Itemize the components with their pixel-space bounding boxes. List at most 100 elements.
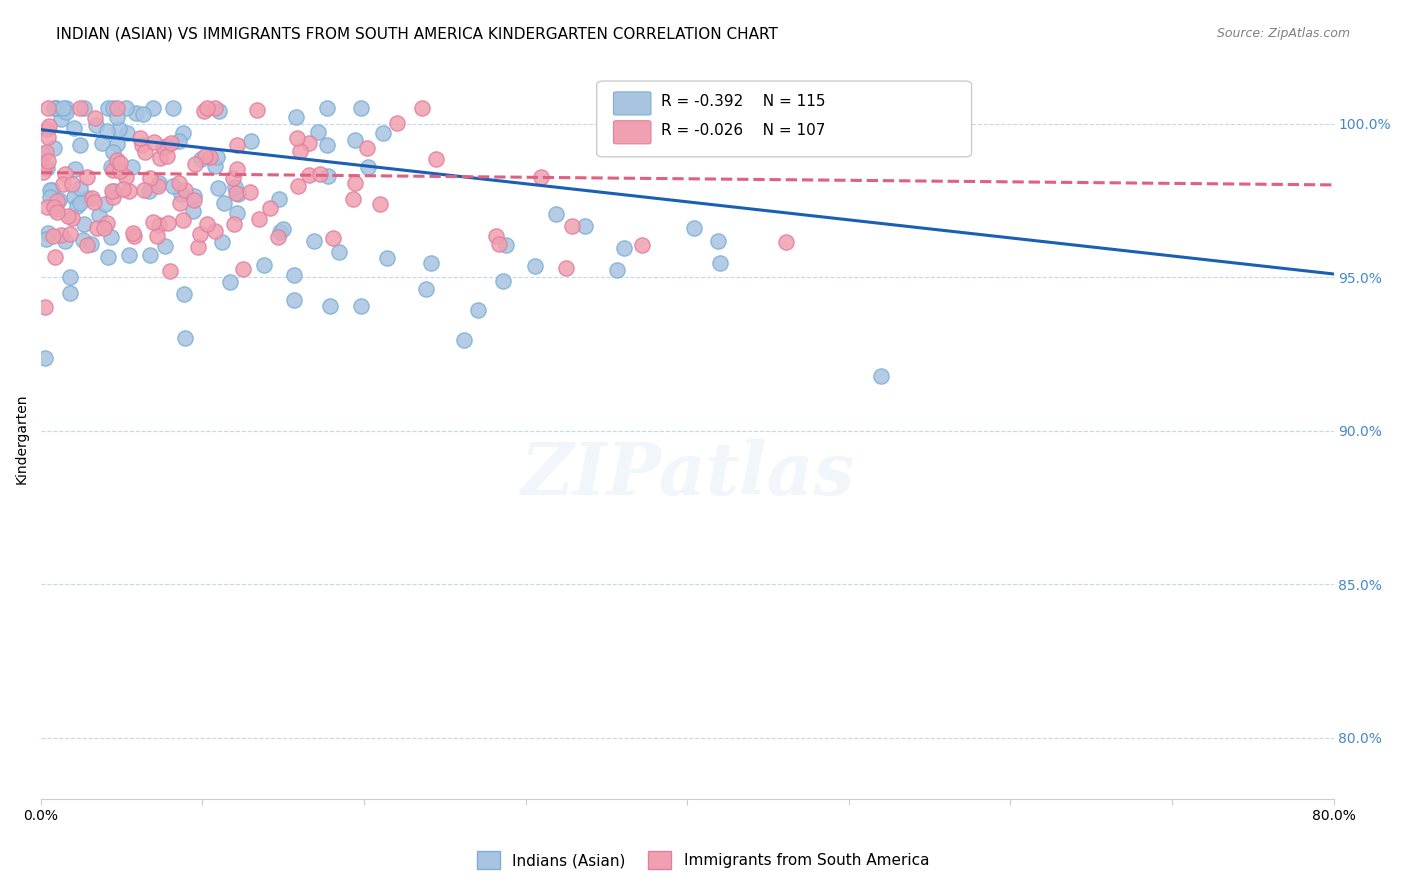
Text: ZIPatlas: ZIPatlas bbox=[520, 439, 855, 510]
Point bbox=[247, 211, 270, 226]
Point bbox=[211, 235, 233, 249]
Point bbox=[80, 237, 103, 252]
Point bbox=[97, 250, 120, 264]
Point bbox=[283, 268, 305, 282]
Point bbox=[316, 169, 339, 183]
Point bbox=[96, 216, 118, 230]
Point bbox=[368, 197, 391, 211]
Point bbox=[707, 234, 730, 248]
Point bbox=[225, 186, 247, 200]
Point bbox=[59, 286, 82, 301]
Point bbox=[485, 229, 508, 244]
Point bbox=[152, 140, 174, 154]
Point bbox=[139, 171, 162, 186]
Point bbox=[111, 182, 134, 196]
Text: R = -0.026    N = 107: R = -0.026 N = 107 bbox=[661, 122, 825, 137]
Point bbox=[41, 229, 63, 244]
Point bbox=[160, 136, 183, 151]
Point bbox=[122, 229, 145, 244]
Point bbox=[46, 204, 69, 219]
Point bbox=[34, 300, 56, 314]
Point bbox=[155, 149, 177, 163]
Point bbox=[148, 218, 170, 232]
Point bbox=[45, 194, 67, 208]
Point bbox=[105, 110, 128, 124]
Point bbox=[139, 248, 162, 262]
Point bbox=[103, 101, 125, 115]
Point bbox=[101, 145, 124, 160]
Point bbox=[146, 179, 169, 194]
Point bbox=[159, 264, 181, 278]
Point bbox=[495, 237, 517, 252]
Point bbox=[162, 179, 184, 194]
Point bbox=[319, 299, 342, 313]
Point bbox=[188, 227, 211, 241]
Point bbox=[453, 333, 475, 347]
Y-axis label: Kindergarten: Kindergarten bbox=[15, 393, 30, 483]
Point bbox=[870, 368, 893, 383]
Point bbox=[174, 331, 197, 345]
Point bbox=[554, 260, 576, 275]
Point bbox=[115, 126, 138, 140]
Point bbox=[38, 190, 60, 204]
Point bbox=[86, 221, 108, 235]
Point bbox=[114, 169, 136, 184]
Point bbox=[283, 293, 305, 307]
Point bbox=[35, 232, 58, 246]
Point bbox=[344, 133, 367, 147]
Point bbox=[606, 262, 628, 277]
Point bbox=[96, 101, 118, 115]
Point bbox=[34, 351, 56, 366]
Point bbox=[100, 230, 122, 244]
Point bbox=[298, 136, 321, 150]
Point bbox=[105, 101, 128, 115]
Point bbox=[35, 121, 58, 136]
Point bbox=[148, 176, 170, 190]
Point bbox=[222, 217, 245, 231]
Point bbox=[86, 118, 108, 132]
Text: R = -0.392    N = 115: R = -0.392 N = 115 bbox=[661, 94, 825, 109]
Point bbox=[128, 131, 150, 145]
Point bbox=[41, 183, 63, 197]
Point bbox=[357, 160, 380, 174]
Point bbox=[101, 190, 124, 204]
Point bbox=[219, 276, 242, 290]
Point bbox=[60, 178, 83, 192]
Point bbox=[118, 248, 141, 262]
Point bbox=[267, 192, 290, 206]
Point bbox=[145, 229, 167, 244]
Point bbox=[285, 110, 308, 124]
Point bbox=[267, 230, 290, 244]
Point bbox=[246, 103, 269, 118]
Point bbox=[58, 209, 80, 223]
Point bbox=[134, 183, 156, 197]
Point bbox=[73, 101, 96, 115]
Point bbox=[162, 101, 184, 115]
Point bbox=[37, 227, 59, 241]
FancyBboxPatch shape bbox=[613, 120, 651, 144]
Point bbox=[142, 136, 165, 150]
Point bbox=[167, 135, 190, 149]
Point bbox=[775, 235, 797, 249]
Point bbox=[69, 181, 91, 195]
Point bbox=[134, 145, 156, 160]
Point bbox=[53, 167, 76, 181]
Point bbox=[121, 161, 143, 175]
Point bbox=[224, 180, 246, 194]
Point bbox=[149, 151, 172, 165]
Point bbox=[35, 145, 58, 159]
Point bbox=[200, 151, 222, 165]
Point bbox=[49, 112, 72, 126]
Point bbox=[107, 122, 129, 136]
Point bbox=[105, 136, 128, 151]
Point bbox=[55, 101, 77, 115]
Point bbox=[488, 236, 510, 251]
Point bbox=[153, 239, 176, 253]
Point bbox=[45, 101, 67, 115]
Point bbox=[371, 126, 394, 140]
Point bbox=[574, 219, 596, 233]
Point bbox=[214, 195, 236, 210]
Point bbox=[709, 255, 731, 269]
FancyBboxPatch shape bbox=[596, 81, 972, 157]
Point bbox=[343, 176, 366, 190]
